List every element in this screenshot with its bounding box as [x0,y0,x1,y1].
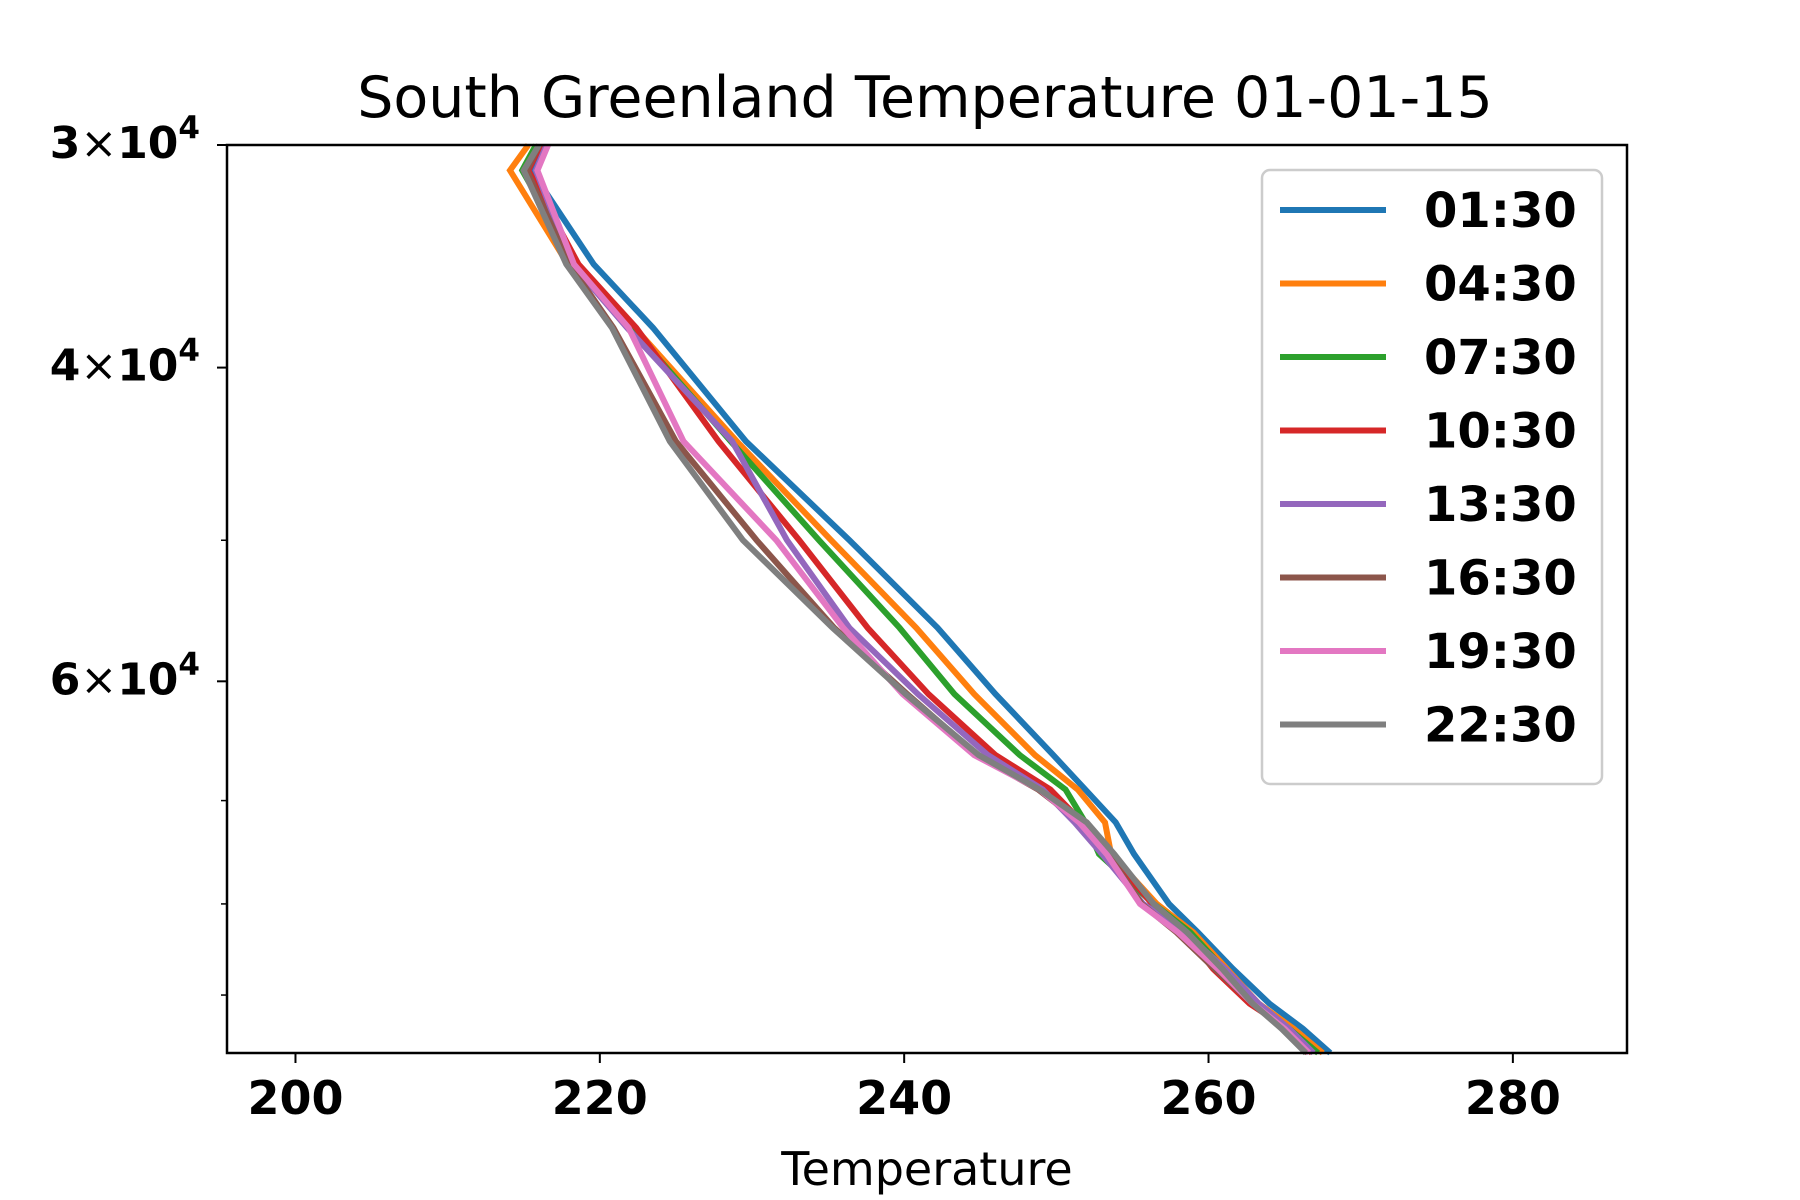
legend-label-7: 22:30 [1424,698,1577,754]
x-tick-label-1: 220 [552,1071,648,1125]
series-line-5 [523,143,1310,1056]
y-tick-mantissa-2: 6 [50,654,81,705]
legend-label-0: 01:30 [1424,183,1577,239]
y-tick-times-2: × [80,654,117,705]
y-tick-times-0: × [80,118,117,169]
legend-label-6: 19:30 [1424,624,1577,680]
x-tick-label-0: 200 [247,1071,343,1125]
series-line-1 [506,143,1325,1056]
y-tick-label-0: 3×104 [50,110,200,169]
x-axis: 200 220 240 260 280 [247,1053,1561,1125]
y-tick-label-2: 6×104 [50,646,200,705]
series-line-4 [532,143,1316,1056]
legend-label-2: 07:30 [1424,330,1577,386]
legend-label-5: 16:30 [1424,551,1577,607]
y-tick-exponent-2: 4 [178,646,200,682]
y-tick-exponent-0: 4 [178,110,200,146]
x-tick-label-4: 280 [1465,1071,1561,1125]
legend: 01:30 04:30 07:30 10:30 13:30 16:30 19:30 22:30 [1260,168,1604,786]
y-tick-times-1: × [80,341,117,392]
x-axis-label: Temperature [780,1142,1072,1196]
y-tick-base-2: 10 [117,654,178,705]
legend-label-4: 13:30 [1424,477,1577,533]
chart-title: South Greenland Temperature 01-01-15 [357,65,1493,131]
series-line-3 [524,143,1315,1056]
y-tick-base-1: 10 [117,341,178,392]
plot-lines [506,143,1333,1056]
legend-box [1260,168,1604,786]
y-tick-exponent-1: 4 [178,333,200,369]
y-tick-label-1: 4×104 [50,333,200,392]
series-line-7 [520,143,1309,1056]
plot-frame [225,143,1629,1055]
y-tick-mantissa-1: 4 [50,341,81,392]
x-tick-label-2: 240 [856,1071,952,1125]
y-tick-base-0: 10 [117,118,178,169]
legend-label-3: 10:30 [1424,404,1577,460]
series-line-0 [527,143,1333,1056]
series-line-6 [534,143,1312,1056]
series-line-2 [518,143,1321,1056]
legend-label-1: 04:30 [1424,257,1577,313]
y-tick-mantissa-0: 3 [50,118,81,169]
x-tick-label-3: 260 [1161,1071,1257,1125]
